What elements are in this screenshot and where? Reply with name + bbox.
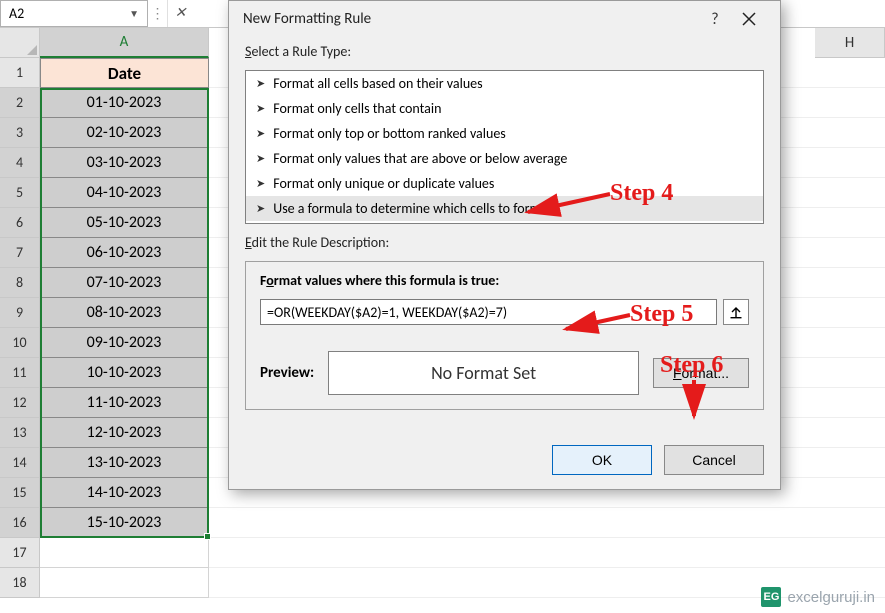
data-cell[interactable]: 04-10-2023 xyxy=(40,178,209,208)
bullet-icon: ➤ xyxy=(256,127,265,140)
ok-button[interactable]: OK xyxy=(552,445,652,475)
new-formatting-rule-dialog: New Formatting Rule ? Select a Rule Type… xyxy=(228,0,781,490)
edit-rule-description-label: Edit the Rule Description: xyxy=(245,234,764,251)
row-header[interactable]: 6 xyxy=(0,208,40,238)
data-cell[interactable]: 15-10-2023 xyxy=(40,508,209,538)
rule-type-item[interactable]: ➤Format only unique or duplicate values xyxy=(246,171,763,196)
row-header[interactable]: 4 xyxy=(0,148,40,178)
close-icon xyxy=(742,12,756,26)
row-header[interactable]: 7 xyxy=(0,238,40,268)
grid-row: 18 xyxy=(0,568,885,598)
data-cell[interactable] xyxy=(40,538,209,568)
bullet-icon: ➤ xyxy=(256,202,265,215)
bullet-icon: ➤ xyxy=(256,77,265,90)
row-header[interactable]: 9 xyxy=(0,298,40,328)
row-header[interactable]: 18 xyxy=(0,568,40,598)
row-header[interactable]: 12 xyxy=(0,388,40,418)
row-header[interactable]: 5 xyxy=(0,178,40,208)
column-header-H[interactable]: H xyxy=(815,28,885,58)
dialog-footer: OK Cancel xyxy=(229,445,780,489)
rule-type-item[interactable]: ➤Format only top or bottom ranked values xyxy=(246,121,763,146)
chevron-down-icon[interactable]: ▼ xyxy=(129,7,139,20)
row-header[interactable]: 13 xyxy=(0,418,40,448)
rule-type-item[interactable]: ➤Use a formula to determine which cells … xyxy=(246,196,763,221)
rule-description-panel: Format values where this formula is true… xyxy=(245,261,764,410)
row-header[interactable]: 10 xyxy=(0,328,40,358)
data-cell[interactable]: 03-10-2023 xyxy=(40,148,209,178)
data-cell[interactable]: 13-10-2023 xyxy=(40,448,209,478)
column-header-A[interactable]: A xyxy=(40,28,209,58)
select-all-corner[interactable] xyxy=(0,28,40,58)
format-button[interactable]: Format... xyxy=(653,358,749,388)
data-cell[interactable]: 02-10-2023 xyxy=(40,118,209,148)
data-cell[interactable]: 01-10-2023 xyxy=(40,88,209,118)
rule-type-list[interactable]: ➤Format all cells based on their values➤… xyxy=(245,70,764,224)
preview-label: Preview: xyxy=(260,364,314,382)
bullet-icon: ➤ xyxy=(256,152,265,165)
collapse-dialog-button[interactable] xyxy=(723,299,749,325)
name-box-divider: ⋮ xyxy=(148,0,168,27)
watermark-badge: EG xyxy=(761,587,781,607)
row-header[interactable]: 15 xyxy=(0,478,40,508)
preview-box: No Format Set xyxy=(328,351,639,395)
cancel-button[interactable]: Cancel xyxy=(664,445,764,475)
data-cell[interactable] xyxy=(40,568,209,598)
cancel-formula-icon[interactable]: ✕ xyxy=(168,0,194,27)
dialog-title: New Formatting Rule xyxy=(243,10,371,28)
formula-label: Format values where this formula is true… xyxy=(260,272,749,289)
data-cell[interactable]: 11-10-2023 xyxy=(40,388,209,418)
data-cell[interactable]: 07-10-2023 xyxy=(40,268,209,298)
data-cell[interactable]: 10-10-2023 xyxy=(40,358,209,388)
row-header[interactable]: 8 xyxy=(0,268,40,298)
bullet-icon: ➤ xyxy=(256,102,265,115)
grid-row: 17 xyxy=(0,538,885,568)
rule-type-item[interactable]: ➤Format only cells that contain xyxy=(246,96,763,121)
rule-type-item[interactable]: ➤Format only values that are above or be… xyxy=(246,146,763,171)
help-button[interactable]: ? xyxy=(698,4,732,34)
grid-row: 1615-10-2023 xyxy=(0,508,885,538)
row-header[interactable]: 14 xyxy=(0,448,40,478)
data-cell[interactable]: 12-10-2023 xyxy=(40,418,209,448)
row-header[interactable]: 17 xyxy=(0,538,40,568)
rule-type-item[interactable]: ➤Format all cells based on their values xyxy=(246,71,763,96)
row-header[interactable]: 16 xyxy=(0,508,40,538)
name-box[interactable]: A2 ▼ xyxy=(0,0,148,27)
data-cell[interactable]: 08-10-2023 xyxy=(40,298,209,328)
row-header[interactable]: 11 xyxy=(0,358,40,388)
formula-input[interactable] xyxy=(260,299,717,325)
name-box-value: A2 xyxy=(9,5,24,22)
data-cell[interactable]: 05-10-2023 xyxy=(40,208,209,238)
data-cell[interactable]: 14-10-2023 xyxy=(40,478,209,508)
bullet-icon: ➤ xyxy=(256,177,265,190)
data-cell[interactable]: 09-10-2023 xyxy=(40,328,209,358)
row-header[interactable]: 2 xyxy=(0,88,40,118)
row-header[interactable]: 3 xyxy=(0,118,40,148)
data-cell[interactable]: 06-10-2023 xyxy=(40,238,209,268)
preview-text: No Format Set xyxy=(431,362,536,384)
select-rule-type-label: Select a Rule Type: xyxy=(245,43,764,60)
dialog-titlebar[interactable]: New Formatting Rule ? xyxy=(229,1,780,37)
watermark: EG excelguruji.in xyxy=(761,587,875,607)
row-header[interactable]: 1 xyxy=(0,58,40,88)
header-cell-date[interactable]: Date xyxy=(40,58,209,88)
range-picker-icon xyxy=(729,305,743,319)
close-button[interactable] xyxy=(732,4,766,34)
watermark-text: excelguruji.in xyxy=(787,589,875,606)
